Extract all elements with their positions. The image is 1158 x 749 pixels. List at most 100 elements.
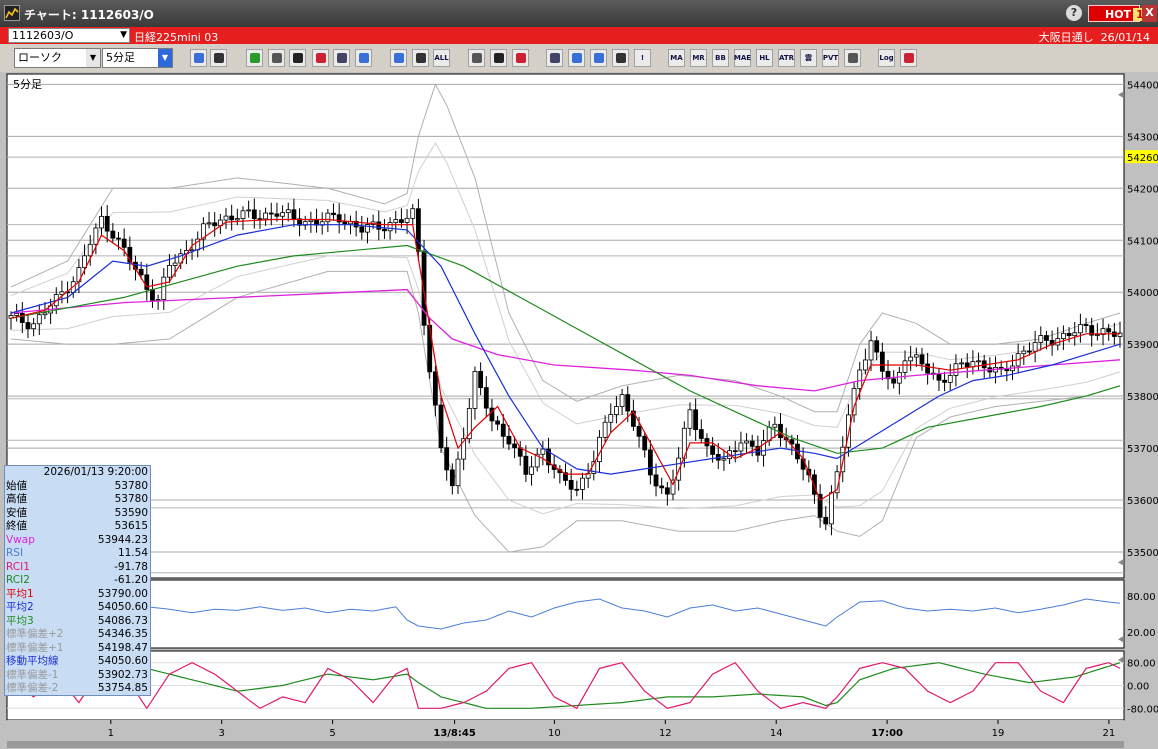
symbol-select[interactable]: 1112603/O ▼: [8, 28, 130, 43]
data-row-value: -91.78: [114, 560, 148, 573]
grid-icon: [593, 53, 604, 63]
candle-body: [647, 449, 653, 476]
candle-body: [387, 222, 393, 232]
candle-body: [879, 351, 885, 372]
ma-button[interactable]: MA: [668, 49, 685, 67]
eraser-button[interactable]: [312, 49, 329, 67]
candle-body: [1094, 334, 1100, 336]
chevron-down-icon: ▼: [158, 49, 172, 67]
candle-body: [642, 435, 648, 451]
candle-body: [512, 443, 517, 449]
candle-body: [251, 209, 257, 220]
mae-button[interactable]: MAE: [734, 49, 751, 67]
arrow-button[interactable]: [546, 49, 563, 67]
candle-body: [144, 274, 150, 290]
time-tick-label: 17:00: [871, 728, 903, 739]
data-row: 標準偏差-1 53902.73: [5, 669, 150, 683]
help-icon[interactable]: ?: [1066, 5, 1082, 21]
candle-body: [625, 394, 631, 412]
data-row-value: 53780: [114, 479, 148, 492]
data-row-label: 標準偏差+1: [6, 641, 64, 654]
candle-body: [789, 439, 795, 445]
time-tick-label: 13/8:45: [433, 728, 475, 739]
data-row-label: 標準偏差-2: [6, 682, 59, 694]
candle-body: [483, 387, 489, 409]
candle-body: [896, 371, 902, 384]
rsi-tick-label: 20.00: [1127, 628, 1156, 639]
data-row-label: RCI2: [6, 574, 30, 586]
tools-button[interactable]: [490, 49, 507, 67]
data-row: 始値 53780: [5, 480, 150, 494]
search-button[interactable]: [568, 49, 585, 67]
ichimoku-button[interactable]: 雲: [800, 49, 817, 67]
draw-icon: [271, 53, 282, 63]
data-row-label: RSI: [6, 547, 24, 559]
candle-body: [1049, 340, 1055, 346]
candle-range2-button[interactable]: [412, 49, 429, 67]
candle-body: [93, 227, 99, 245]
candle-body: [738, 442, 744, 452]
candle-body: [466, 407, 472, 440]
candle-body: [336, 214, 342, 223]
settings-button[interactable]: [468, 49, 485, 67]
data-row: 平均1 53790.00: [5, 588, 150, 602]
candle-body: [563, 472, 568, 481]
bb-button[interactable]: BB: [712, 49, 729, 67]
period-select[interactable]: 5分足 ▼: [102, 48, 173, 68]
candle-body: [325, 212, 331, 223]
bar-button[interactable]: [612, 49, 629, 67]
mr-button[interactable]: MR: [690, 49, 707, 67]
candle-body: [410, 208, 416, 219]
hl-button[interactable]: HL: [756, 49, 773, 67]
hot-button[interactable]: HOT 1: [1088, 5, 1147, 22]
candle-body: [534, 453, 540, 468]
all-button[interactable]: ALL: [433, 49, 450, 67]
time-tick-label: 5: [329, 728, 335, 739]
grid-button[interactable]: [590, 49, 607, 67]
pvt-button[interactable]: PVT: [822, 49, 839, 67]
candle-body: [240, 210, 246, 219]
price-chart[interactable]: 54400 54300 54200 54100 54000 53900 53800 53700…: [0, 72, 1158, 749]
data-row-label: 高値: [6, 493, 27, 505]
candle-body: [523, 455, 529, 475]
export-button[interactable]: [900, 49, 917, 67]
close-button[interactable]: X: [1142, 5, 1157, 22]
atr-button[interactable]: ATR: [778, 49, 795, 67]
pen-button[interactable]: [246, 49, 263, 67]
cursor-button[interactable]: [289, 49, 306, 67]
atr-icon: ATR: [778, 54, 795, 62]
chart-type-select[interactable]: ローソク ▼: [14, 48, 101, 68]
candle-body: [602, 421, 608, 438]
candle-body: [744, 440, 749, 444]
candle-body: [421, 250, 427, 326]
color-button[interactable]: [512, 49, 529, 67]
note-icon: [336, 53, 347, 63]
data-row-value: 53590: [114, 506, 148, 519]
rsi-pane: [6, 579, 1125, 649]
trash-button[interactable]: [355, 49, 372, 67]
candle-body: [42, 312, 48, 316]
candle-body: [846, 414, 851, 448]
zoom-button[interactable]: [190, 49, 207, 67]
candle-body: [568, 480, 574, 490]
candle-range-button[interactable]: [390, 49, 407, 67]
horizontal-scrollbar[interactable]: [7, 741, 1124, 748]
candles: [8, 198, 1123, 536]
candle-body: [574, 488, 580, 491]
candle-body: [947, 374, 953, 383]
candle-body: [800, 458, 806, 470]
candle-body: [664, 487, 670, 495]
candle-body: [263, 212, 269, 220]
candle-body: [608, 414, 614, 423]
log-button[interactable]: Log: [878, 49, 895, 67]
data-row: 安値 53590: [5, 507, 150, 521]
chevron-down-icon: ▼: [86, 49, 100, 67]
note-button[interactable]: [333, 49, 350, 67]
frame-button[interactable]: [844, 49, 861, 67]
crosshair-button[interactable]: [210, 49, 227, 67]
info-button[interactable]: !: [634, 49, 651, 67]
draw-button[interactable]: [268, 49, 285, 67]
data-row-value: 54086.73: [97, 614, 148, 627]
data-row-value: 53754.85: [97, 682, 148, 694]
data-row: 平均3 54086.73: [5, 615, 150, 629]
